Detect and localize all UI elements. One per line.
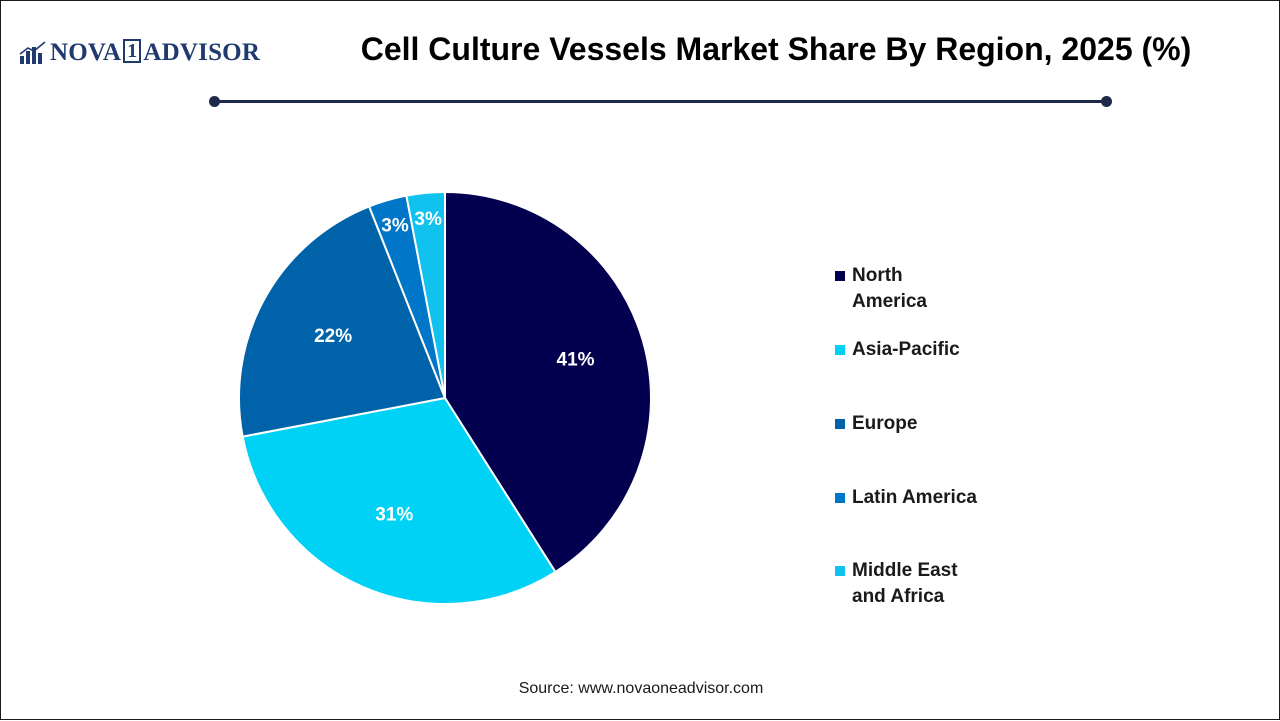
pie-slice-europe <box>238 205 447 438</box>
legend-swatch <box>835 493 845 503</box>
legend-label: Latin America <box>852 487 977 508</box>
pie-slice-north-america <box>444 190 652 574</box>
legend-swatch <box>835 566 845 576</box>
source-note: Source: www.novaoneadvisor.com <box>518 680 764 697</box>
legend-swatch <box>835 345 845 355</box>
logo-wordmark: NOVA 1 ADVISOR <box>50 39 260 67</box>
logo-text-box: 1 <box>123 39 142 63</box>
legend-swatch <box>835 419 845 429</box>
legend-label: Europe <box>852 413 918 434</box>
legend-item-latin-america: Latin America <box>835 485 982 511</box>
legend-item-middle-east-and-africa: Middle East and Africa <box>835 558 982 610</box>
data-label-latin-america: 3% <box>381 215 409 236</box>
bar-chart-logo-icon <box>19 41 46 64</box>
divider-right-dot <box>1101 96 1112 107</box>
title-divider <box>215 100 1107 103</box>
legend-swatch <box>835 271 845 281</box>
legend-label: Middle East and Africa <box>852 560 958 607</box>
legend-label: North America <box>852 265 927 312</box>
pie-slice-middle-east-and-africa <box>405 190 446 399</box>
legend-item-north-america: North America <box>835 263 982 315</box>
pie-slice-asia-pacific <box>241 396 557 605</box>
data-label-europe: 22% <box>314 326 352 347</box>
chart-title: Cell Culture Vessels Market Share By Reg… <box>360 31 1192 67</box>
logo-text-right: ADVISOR <box>143 39 261 66</box>
data-label-north-america: 41% <box>557 350 595 371</box>
legend-label: Asia-Pacific <box>852 339 960 360</box>
divider-left-dot <box>209 96 220 107</box>
data-label-asia-pacific: 31% <box>375 505 413 526</box>
logo-text-left: NOVA <box>50 39 122 66</box>
legend-item-europe: Europe <box>835 411 982 437</box>
data-label-middle-east-and-africa: 3% <box>414 209 442 230</box>
legend-item-asia-pacific: Asia-Pacific <box>835 337 982 363</box>
nova-advisor-logo: NOVA 1 ADVISOR <box>19 37 260 69</box>
